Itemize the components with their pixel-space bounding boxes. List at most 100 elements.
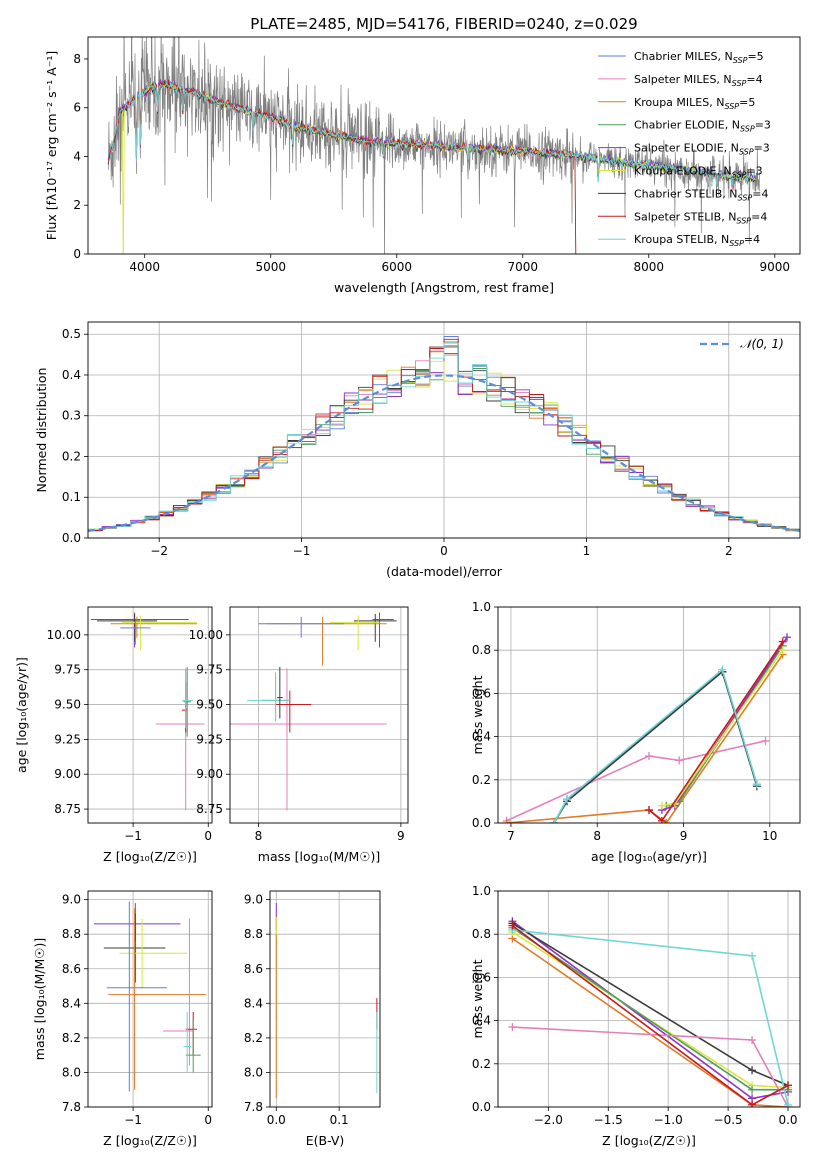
- weight-point-salpeter_stelib: [748, 1100, 757, 1107]
- weight-point-kroupa_elodie: [778, 646, 787, 655]
- y-tick-label: 0.8: [472, 643, 491, 657]
- x-tick-label: −2: [150, 544, 168, 558]
- chart-layer: 4000 5000 6000 7000 8000 900002468wavelength …: [14, 36, 801, 1148]
- weight-point-salpeter_miles: [675, 756, 684, 765]
- y-tick-label: 8.6: [62, 962, 81, 976]
- x-axis-label: wavelength [Angstrom, rest frame]: [334, 280, 554, 295]
- y-tick-label: 8: [73, 52, 81, 66]
- x-tick-label: −1: [124, 829, 142, 843]
- y-axis-label: mass [log₁₀(M/M☉)]: [32, 938, 47, 1060]
- age_vs_mass-panel: 8 9 8.75 9.00 9.25 9.50 9.75 10.00 mass [log₁₀(M…: [189, 606, 409, 864]
- y-tick-label: 1.0: [472, 884, 491, 898]
- weight-point-kroupa_miles: [662, 819, 671, 823]
- axes-frame: [269, 890, 381, 1108]
- x-axis-label: (data-model)/error: [386, 564, 503, 579]
- histogram-kroupa_stelib: [88, 342, 800, 533]
- weight-point-kroupa_elodie: [657, 801, 666, 810]
- mass_vs_Z-panel: −1 0 7.8 8.0 8.2 8.4 8.6 8.8 9.0 Z [log₁₀(Z/Z☉)] m…: [32, 890, 213, 1148]
- legend-label-chabrier_stelib: Chabrier STELIB, NSSP=4: [634, 187, 768, 202]
- y-tick-label: 0.8: [472, 927, 491, 941]
- weight-point-salpeter_miles: [748, 1036, 757, 1045]
- y-tick-label: 9.0: [62, 893, 81, 907]
- x-tick-label: 1: [583, 544, 591, 558]
- y-tick-label: 0.0: [62, 531, 81, 545]
- y-tick-label: 0.0: [472, 1100, 491, 1114]
- x-axis-label: age [log₁₀(age/yr)]: [591, 849, 707, 864]
- weight-line-salpeter_miles: [506, 740, 766, 822]
- y-tick-label: 0.4: [62, 368, 81, 382]
- y-tick-label: 8.8: [244, 927, 263, 941]
- weight-point-salpeter_stelib: [508, 921, 517, 930]
- y-axis-label: mass weight: [470, 959, 485, 1038]
- y-tick-label: 8.0: [244, 1065, 263, 1079]
- x-axis-label: E(B-V): [306, 1133, 345, 1148]
- y-tick-label: 1.0: [472, 600, 491, 614]
- mass_vs_ebv-panel: 0.0 0.1 7.8 8.0 8.2 8.4 8.6 8.8 9.0 E(B-V): [244, 890, 381, 1148]
- legend-label-kroupa_elodie: Kroupa ELODIE, NSSP=3: [634, 165, 763, 180]
- x-tick-label: 10: [762, 829, 777, 843]
- weight-point-salpeter_stelib: [784, 1081, 793, 1090]
- age_vs_Z-panel: −1 0 8.75 9.00 9.25 9.50 9.75 10.00 Z [log₁₀(Z/Z…: [14, 606, 213, 864]
- weight-point-kroupa_stelib: [563, 795, 572, 804]
- y-tick-label: 9.0: [244, 893, 263, 907]
- weight-point-salpeter_stelib: [657, 816, 666, 823]
- weight-point-salpeter_miles: [508, 1023, 517, 1032]
- weight_vs_Z-panel: −2.0 −1.5 −1.0 −0.5 0.0 0.0 0.2 0.4 0.6 0.8 1.0 Z […: [470, 884, 801, 1148]
- x-tick-label: 7: [507, 829, 515, 843]
- axes-frame: [87, 890, 213, 1108]
- y-axis-label: Normed distribution: [34, 368, 49, 493]
- y-tick-label: 7.8: [62, 1100, 81, 1114]
- y-tick-label: 0.2: [62, 449, 81, 463]
- x-axis-label: Z [log₁₀(Z/Z☉)]: [103, 849, 197, 864]
- y-tick-label: 8.4: [244, 996, 263, 1010]
- y-tick-label: 0.0: [472, 816, 491, 830]
- x-tick-label: 0.1: [330, 1113, 349, 1127]
- spectrum-legend: Chabrier MILES, NSSP=5 Salpeter MILES, NS…: [598, 50, 771, 248]
- y-tick-label: 10.00: [47, 628, 81, 642]
- spectrum-panel: 4000 5000 6000 7000 8000 9000 0 2 4 6 8 wavelength …: [44, 36, 801, 295]
- axes-frame: [87, 321, 801, 539]
- y-tick-label: 9.50: [196, 698, 223, 712]
- y-tick-label: 0.1: [62, 490, 81, 504]
- x-tick-label: 4000: [129, 260, 160, 274]
- x-tick-label: −1.0: [654, 1113, 683, 1127]
- x-tick-label: 2: [725, 544, 733, 558]
- y-tick-label: 8.75: [54, 802, 81, 816]
- x-tick-label: 6000: [381, 260, 412, 274]
- legend-label-salpeter_miles: Salpeter MILES, NSSP=4: [634, 73, 763, 88]
- x-tick-label: 7000: [507, 260, 538, 274]
- y-tick-label: 0.4: [472, 1014, 491, 1028]
- y-tick-label: 9.25: [54, 732, 81, 746]
- y-tick-label: 9.75: [54, 663, 81, 677]
- x-axis-label: Z [log₁₀(Z/Z☉)]: [602, 1133, 696, 1148]
- legend-label-salpeter_elodie: Salpeter ELODIE, NSSP=3: [634, 142, 770, 157]
- legend-label-salpeter_stelib: Salpeter STELIB, NSSP=4: [634, 210, 767, 225]
- weight-line-kroupa_stelib: [553, 668, 758, 823]
- x-tick-label: 8: [593, 829, 601, 843]
- gaussian-curve: [87, 374, 801, 532]
- weight-point-kroupa_stelib: [718, 665, 727, 674]
- legend-label-chabrier_miles: Chabrier MILES, NSSP=5: [634, 50, 764, 65]
- y-axis-label: age [log₁₀(age/yr)]: [14, 657, 29, 773]
- x-tick-label: 0.0: [778, 1113, 797, 1127]
- x-tick-label: 5000: [255, 260, 286, 274]
- x-tick-label: −1.5: [594, 1113, 623, 1127]
- axes-frame: [87, 606, 213, 824]
- weight-point-chabrier_stelib: [748, 1066, 757, 1075]
- x-tick-label: 9: [680, 829, 688, 843]
- legend-label-gaussian: 𝒩(0, 1): [740, 337, 784, 351]
- figure-title: PLATE=2485, MJD=54176, FIBERID=0240, z=0…: [250, 15, 637, 33]
- y-tick-label: 0.4: [472, 730, 491, 744]
- x-tick-label: 8000: [634, 260, 665, 274]
- legend-label-kroupa_stelib: Kroupa STELIB, NSSP=4: [634, 233, 760, 248]
- weight-point-salpeter_miles: [645, 752, 653, 761]
- y-tick-label: 9.00: [54, 767, 81, 781]
- axes-frame: [229, 606, 409, 824]
- y-tick-label: 8.0: [62, 1065, 81, 1079]
- y-tick-label: 8.75: [196, 802, 223, 816]
- y-tick-label: 7.8: [244, 1100, 263, 1114]
- y-tick-label: 6: [73, 101, 81, 115]
- axes-frame: [87, 36, 801, 255]
- y-tick-label: 9.75: [196, 663, 223, 677]
